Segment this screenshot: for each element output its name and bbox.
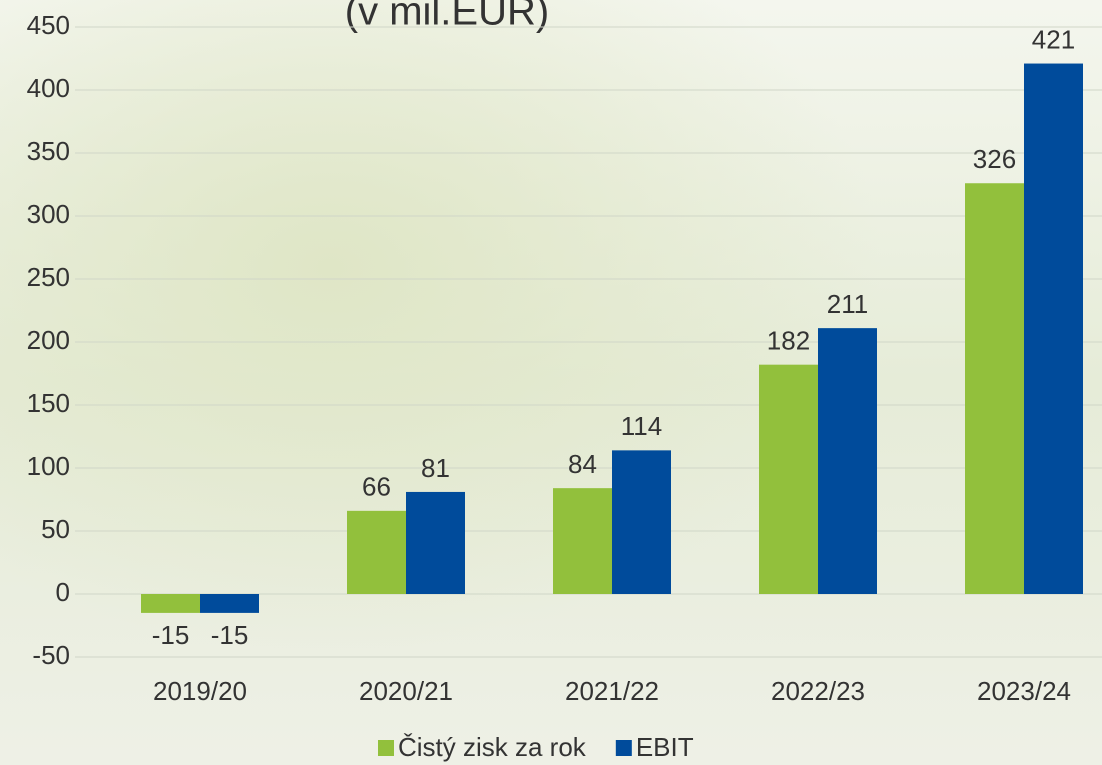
data-label: 84 — [568, 449, 597, 479]
bar — [200, 594, 259, 613]
data-label: 182 — [767, 326, 810, 356]
x-tick-label: 2023/24 — [977, 676, 1071, 706]
data-label: 81 — [421, 453, 450, 483]
bar — [553, 488, 612, 594]
y-tick-label: 50 — [41, 514, 70, 544]
x-tick-label: 2022/23 — [771, 676, 865, 706]
bar — [141, 594, 200, 613]
data-label: 326 — [973, 144, 1016, 174]
chart: (v mil.EUR) Čistý zisk za rok EBIT -50 0 50… — [0, 0, 1102, 765]
bar — [406, 492, 465, 594]
bar — [965, 183, 1024, 594]
bar — [759, 365, 818, 594]
bar — [818, 328, 877, 594]
y-tick-label: 400 — [27, 73, 70, 103]
x-tick-label: 2020/21 — [359, 676, 453, 706]
page: (v mil.EUR) Čistý zisk za rok EBIT -50 0 50… — [0, 0, 1102, 765]
legend-label: Čistý zisk za rok — [398, 732, 587, 762]
y-tick-label: 450 — [27, 10, 70, 40]
y-tick-label: 200 — [27, 325, 70, 355]
data-label: 114 — [621, 411, 662, 441]
bar — [1024, 64, 1083, 594]
legend-label: EBIT — [636, 732, 694, 762]
x-tick-label: 2021/22 — [565, 676, 659, 706]
x-tick-label: 2019/20 — [153, 676, 247, 706]
data-label: -15 — [211, 620, 249, 650]
data-label: 211 — [827, 289, 868, 319]
y-tick-label: 100 — [27, 451, 70, 481]
y-tick-label: 150 — [27, 388, 70, 418]
y-tick-label: 350 — [27, 136, 70, 166]
legend-swatch — [378, 740, 394, 756]
y-tick-label: 250 — [27, 262, 70, 292]
data-label: 66 — [362, 472, 391, 502]
data-label: -15 — [152, 620, 190, 650]
chart-title: (v mil.EUR) — [345, 0, 549, 34]
bar — [347, 511, 406, 594]
legend-swatch — [616, 740, 632, 756]
background-leaf — [0, 0, 1102, 765]
legend: Čistý zisk za rok EBIT — [378, 732, 694, 762]
y-tick-label: 0 — [56, 577, 70, 607]
bar — [612, 450, 671, 594]
data-label: 421 — [1032, 24, 1075, 54]
y-tick-label: 300 — [27, 199, 70, 229]
y-tick-label: -50 — [32, 640, 70, 670]
